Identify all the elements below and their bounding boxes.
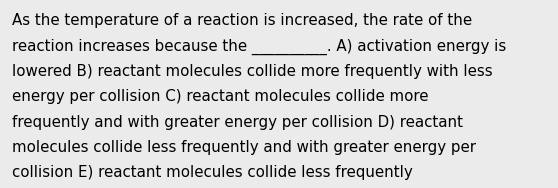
Text: reaction increases because the __________. A) activation energy is: reaction increases because the _________… (12, 39, 507, 55)
Text: energy per collision C) reactant molecules collide more: energy per collision C) reactant molecul… (12, 89, 429, 104)
Text: frequently and with greater energy per collision D) reactant: frequently and with greater energy per c… (12, 115, 463, 130)
Text: lowered B) reactant molecules collide more frequently with less: lowered B) reactant molecules collide mo… (12, 64, 493, 79)
Text: collision E) reactant molecules collide less frequently: collision E) reactant molecules collide … (12, 165, 413, 180)
Text: molecules collide less frequently and with greater energy per: molecules collide less frequently and wi… (12, 140, 477, 155)
Text: As the temperature of a reaction is increased, the rate of the: As the temperature of a reaction is incr… (12, 13, 473, 28)
